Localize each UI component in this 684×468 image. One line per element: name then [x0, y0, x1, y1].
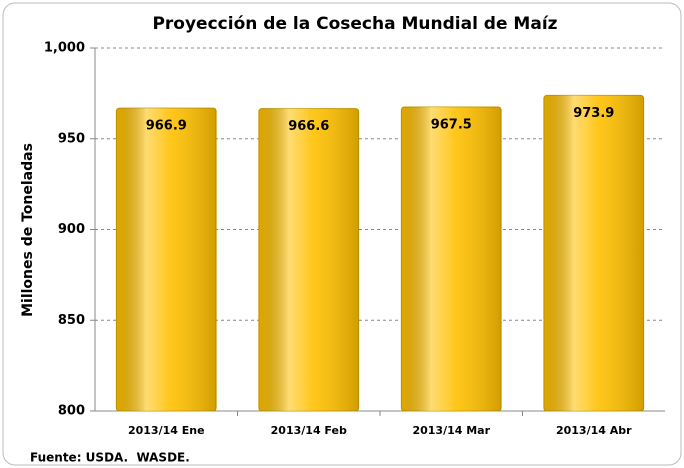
- y-tick-label: 950: [58, 131, 85, 146]
- x-tick-label: 2013/14 Abr: [556, 424, 632, 437]
- value-label: 966.9: [146, 119, 187, 134]
- bar-shine: [116, 108, 217, 411]
- y-tick-label: 900: [58, 222, 85, 237]
- x-tick-label: 2013/14 Feb: [271, 424, 347, 437]
- value-label: 973.9: [573, 106, 614, 121]
- bar-shine: [258, 108, 359, 411]
- value-label: 966.6: [288, 119, 329, 134]
- x-tick-label: 2013/14 Ene: [128, 424, 205, 437]
- bar-shine: [543, 95, 644, 412]
- source-note: Fuente: USDA. WASDE.: [30, 451, 190, 465]
- bar-shine: [401, 106, 502, 412]
- y-tick-label: 1,000: [44, 41, 85, 56]
- y-tick-label: 800: [58, 404, 85, 419]
- y-axis-label: Millones de Toneladas: [20, 143, 36, 317]
- value-label: 967.5: [431, 117, 472, 132]
- chart-title: Proyección de la Cosecha Mundial de Maíz: [152, 14, 557, 34]
- x-tick-label: 2013/14 Mar: [412, 424, 490, 437]
- y-tick-label: 850: [58, 313, 85, 328]
